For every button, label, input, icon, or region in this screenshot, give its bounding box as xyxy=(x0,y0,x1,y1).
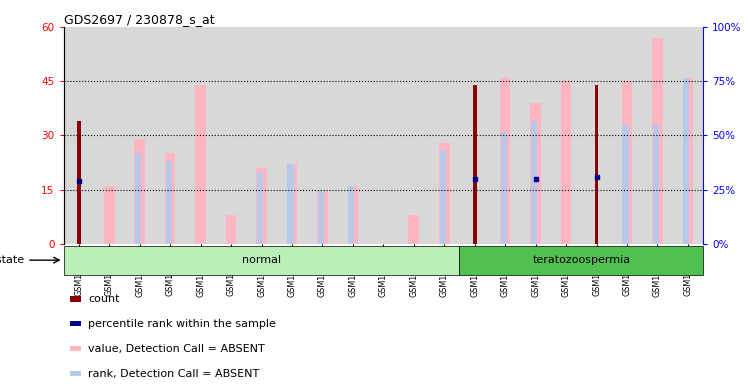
Bar xyxy=(155,27,186,244)
Bar xyxy=(348,186,358,244)
Bar xyxy=(349,186,355,244)
Bar xyxy=(124,27,155,244)
Bar xyxy=(77,121,81,244)
Bar xyxy=(652,38,663,244)
Text: teratozoospermia: teratozoospermia xyxy=(533,255,631,265)
Bar xyxy=(286,164,297,244)
Bar xyxy=(337,27,368,244)
Text: GDS2697 / 230878_s_at: GDS2697 / 230878_s_at xyxy=(64,13,214,26)
Bar xyxy=(70,321,82,326)
Text: disease state: disease state xyxy=(0,255,24,265)
Bar xyxy=(440,150,446,244)
Bar xyxy=(500,132,506,244)
Bar xyxy=(155,27,186,244)
Bar xyxy=(165,154,176,244)
Bar xyxy=(561,81,571,244)
Text: rank, Detection Call = ABSENT: rank, Detection Call = ABSENT xyxy=(88,369,259,379)
Bar xyxy=(643,27,672,244)
Bar xyxy=(399,27,429,244)
Bar xyxy=(500,78,510,244)
Text: percentile rank within the sample: percentile rank within the sample xyxy=(88,319,276,329)
Text: value, Detection Call = ABSENT: value, Detection Call = ABSENT xyxy=(88,344,265,354)
Bar xyxy=(612,27,643,244)
Bar xyxy=(595,85,598,244)
Bar xyxy=(672,27,703,244)
Bar xyxy=(672,27,703,244)
Bar xyxy=(459,246,703,275)
Bar xyxy=(368,27,399,244)
Bar xyxy=(622,124,628,244)
Bar xyxy=(135,139,145,244)
Bar xyxy=(531,121,537,244)
Bar xyxy=(307,27,337,244)
Bar xyxy=(551,27,581,244)
Bar xyxy=(257,172,263,244)
Bar xyxy=(135,154,141,244)
Bar xyxy=(683,78,693,244)
Bar xyxy=(307,27,337,244)
Text: normal: normal xyxy=(242,255,281,265)
Bar xyxy=(429,27,459,244)
Bar xyxy=(287,164,293,244)
Bar xyxy=(653,124,659,244)
Bar xyxy=(317,190,328,244)
Bar xyxy=(551,27,581,244)
Bar xyxy=(643,27,672,244)
Bar xyxy=(94,27,124,244)
Bar xyxy=(277,27,307,244)
Bar xyxy=(622,81,632,244)
Bar xyxy=(64,27,94,244)
Bar xyxy=(612,27,643,244)
Bar xyxy=(459,27,490,244)
Bar xyxy=(70,346,82,351)
Bar xyxy=(429,27,459,244)
Bar xyxy=(439,142,450,244)
Bar xyxy=(581,27,612,244)
Bar xyxy=(257,168,267,244)
Bar xyxy=(521,27,551,244)
Bar xyxy=(64,27,94,244)
Bar xyxy=(530,103,541,244)
Bar xyxy=(195,85,206,244)
Bar xyxy=(408,215,419,244)
Bar xyxy=(70,296,82,301)
Bar xyxy=(490,27,521,244)
Bar xyxy=(64,246,459,275)
Bar xyxy=(337,27,368,244)
Bar xyxy=(246,27,277,244)
Bar xyxy=(318,190,324,244)
Text: count: count xyxy=(88,294,120,304)
Bar xyxy=(94,27,124,244)
Bar xyxy=(459,27,490,244)
Bar xyxy=(399,27,429,244)
Bar xyxy=(124,27,155,244)
Bar xyxy=(368,27,399,244)
Bar xyxy=(490,27,521,244)
Bar xyxy=(70,371,82,376)
Bar xyxy=(165,161,172,244)
Bar xyxy=(684,78,690,244)
Bar xyxy=(216,27,246,244)
Bar xyxy=(226,215,236,244)
Bar xyxy=(581,27,612,244)
Bar xyxy=(104,186,114,244)
Bar xyxy=(186,27,216,244)
Bar xyxy=(521,27,551,244)
Bar xyxy=(246,27,277,244)
Bar xyxy=(277,27,307,244)
Bar xyxy=(216,27,246,244)
Bar xyxy=(473,85,476,244)
Bar xyxy=(186,27,216,244)
